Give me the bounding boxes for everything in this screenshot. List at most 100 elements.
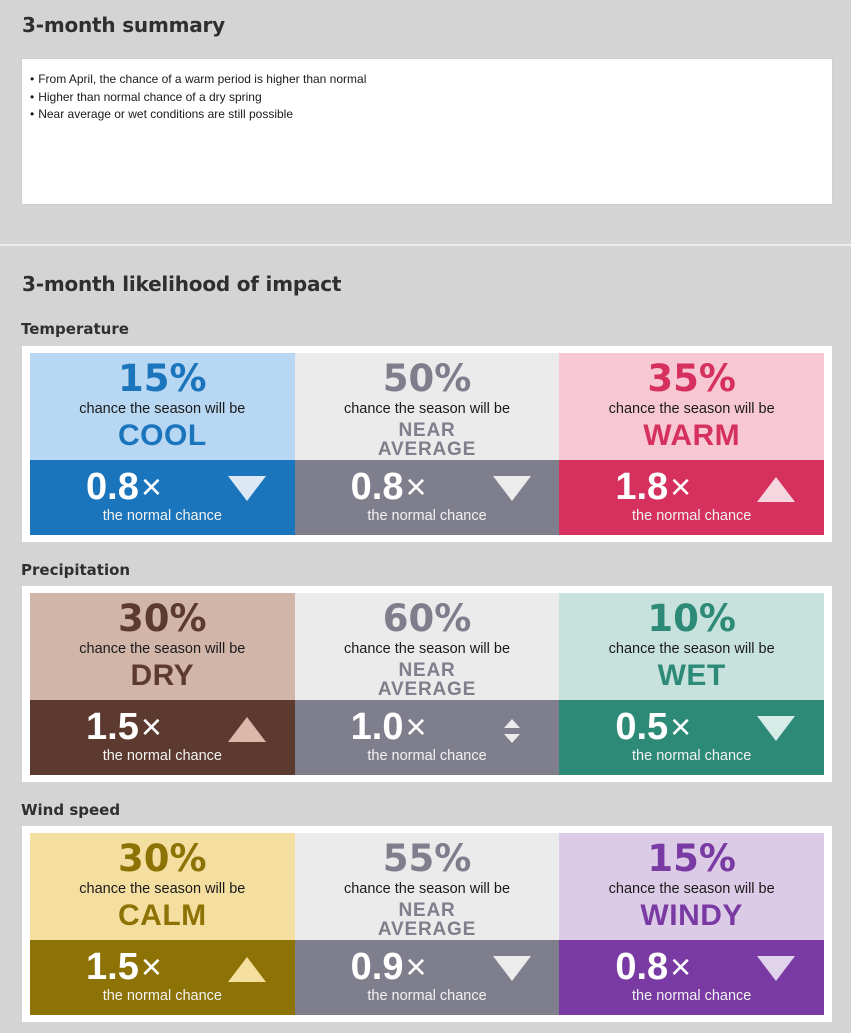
chance-text: chance the season will be: [608, 401, 775, 417]
outlook-cell-bottom: 1.5× the normal chance: [30, 940, 295, 1015]
outcome-word: CALM: [118, 899, 207, 932]
probability-percent: 30%: [118, 837, 207, 880]
multiplier-symbol: ×: [405, 946, 427, 987]
outcome-word: NEAR AVERAGE: [377, 660, 477, 700]
chance-text: chance the season will be: [608, 641, 775, 657]
category-label: Precipitation: [21, 561, 131, 579]
down-arrow-icon: [757, 716, 796, 741]
outlook-cell-bottom: 1.0× the normal chance: [294, 700, 560, 775]
outlook-cell: 55% chance the season will be NEAR AVERAG…: [294, 833, 560, 1015]
normal-chance-text: the normal chance: [367, 988, 487, 1004]
multiplier: 1.8×: [615, 465, 691, 509]
outlook-cell-bottom: 0.8× the normal chance: [559, 940, 825, 1015]
down-arrow-icon: [492, 956, 531, 981]
category-panel: 30% chance the season will be DRY 1.5× t…: [22, 586, 832, 782]
down-arrow-icon: [757, 956, 796, 981]
multiplier: 0.8×: [351, 465, 427, 509]
outlook-cell-bottom: 0.8× the normal chance: [294, 460, 560, 535]
probability-percent: 60%: [382, 597, 472, 640]
category-panel: 15% chance the season will be COOL 0.8× …: [22, 346, 832, 542]
outlook-cell-top: 50% chance the season will be NEAR AVERAG…: [294, 353, 560, 460]
multiplier-value: 1.8: [615, 466, 669, 508]
outcome-word: WINDY: [640, 899, 743, 932]
outlook-cell: 30% chance the season will be CALM 1.5× …: [30, 833, 295, 1015]
normal-chance-text: the normal chance: [632, 508, 752, 524]
probability-percent: 55%: [382, 837, 472, 880]
outlook-cell: 15% chance the season will be WINDY 0.8×…: [559, 833, 825, 1015]
outcome-word: COOL: [118, 419, 207, 452]
multiplier: 0.8×: [86, 465, 162, 509]
outcome-word: WARM: [643, 419, 741, 452]
outlook-cell-top: 30% chance the season will be CALM: [30, 833, 295, 940]
probability-percent: 30%: [118, 597, 207, 640]
multiplier-symbol: ×: [670, 466, 692, 507]
outlook-cell-top: 15% chance the season will be COOL: [30, 353, 295, 460]
chance-text: chance the season will be: [343, 401, 511, 417]
summary-box: From April, the chance of a warm period …: [21, 58, 833, 205]
outcome-word: WET: [657, 659, 726, 692]
normal-chance-text: the normal chance: [102, 508, 222, 524]
multiplier-symbol: ×: [670, 706, 692, 747]
outlook-cell: 10% chance the season will be WET 0.5× t…: [559, 593, 825, 775]
outcome-word: DRY: [130, 659, 195, 692]
outlook-cell: 50% chance the season will be NEAR AVERAG…: [294, 353, 560, 535]
outlook-cell-top: 55% chance the season will be NEAR AVERAG…: [294, 833, 560, 940]
multiplier-value: 0.5: [615, 706, 669, 748]
summary-title: 3-month summary: [22, 13, 226, 37]
summary-bullet: Higher than normal chance of a dry sprin…: [30, 89, 824, 107]
outlook-cell-top: 15% chance the season will be WINDY: [559, 833, 825, 940]
chance-text: chance the season will be: [79, 401, 246, 417]
normal-chance-text: the normal chance: [102, 748, 222, 764]
outlook-cell-bottom: 0.8× the normal chance: [30, 460, 295, 535]
outlook-cell: 30% chance the season will be DRY 1.5× t…: [30, 593, 295, 775]
down-arrow-icon: [492, 476, 531, 501]
down-arrow-icon: [228, 476, 266, 501]
multiplier-symbol: ×: [405, 706, 427, 747]
outlook-cell-bottom: 1.8× the normal chance: [559, 460, 825, 535]
outlook-cell-bottom: 0.5× the normal chance: [559, 700, 825, 775]
normal-chance-text: the normal chance: [367, 508, 487, 524]
multiplier-value: 1.5: [86, 706, 139, 748]
chance-text: chance the season will be: [343, 641, 511, 657]
multiplier: 1.5×: [86, 705, 162, 749]
probability-percent: 15%: [647, 837, 736, 880]
outlook-cell-top: 60% chance the season will be NEAR AVERAG…: [294, 593, 560, 700]
multiplier: 0.8×: [615, 945, 691, 989]
category-panel: 30% chance the season will be CALM 1.5× …: [22, 826, 832, 1022]
normal-chance-text: the normal chance: [632, 988, 752, 1004]
multiplier-symbol: ×: [670, 946, 692, 987]
probability-percent: 15%: [118, 357, 207, 400]
chance-text: chance the season will be: [608, 881, 775, 897]
outlook-cell-top: 35% chance the season will be WARM: [559, 353, 825, 460]
normal-chance-text: the normal chance: [367, 748, 487, 764]
multiplier: 1.5×: [86, 945, 162, 989]
multiplier-symbol: ×: [140, 706, 162, 747]
multiplier-value: 0.8: [350, 466, 404, 508]
summary-bullet: From April, the chance of a warm period …: [30, 71, 824, 89]
up-arrow-icon: [228, 717, 266, 742]
multiplier: 0.9×: [351, 945, 427, 989]
normal-chance-text: the normal chance: [102, 988, 222, 1004]
summary-bullet: Near average or wet conditions are still…: [30, 106, 824, 124]
probability-percent: 50%: [382, 357, 472, 400]
multiplier-value: 0.8: [615, 946, 669, 988]
chance-text: chance the season will be: [343, 881, 511, 897]
multiplier-value: 1.5: [86, 946, 139, 988]
chance-text: chance the season will be: [79, 881, 246, 897]
multiplier: 0.5×: [615, 705, 691, 749]
multiplier-symbol: ×: [405, 466, 427, 507]
chance-text: chance the season will be: [79, 641, 246, 657]
outlook-cell-top: 30% chance the season will be DRY: [30, 593, 295, 700]
normal-chance-text: the normal chance: [632, 748, 752, 764]
outlook-cell: 15% chance the season will be COOL 0.8× …: [30, 353, 295, 535]
impact-title: 3-month likelihood of impact: [22, 272, 342, 296]
probability-percent: 10%: [647, 597, 736, 640]
outlook-cell-bottom: 0.9× the normal chance: [294, 940, 560, 1015]
multiplier-value: 1.0: [350, 706, 404, 748]
probability-percent: 35%: [647, 357, 736, 400]
outlook-cell-bottom: 1.5× the normal chance: [30, 700, 295, 775]
outlook-cell-top: 10% chance the season will be WET: [559, 593, 825, 700]
multiplier: 1.0×: [351, 705, 427, 749]
multiplier-value: 0.8: [86, 466, 139, 508]
multiplier-symbol: ×: [140, 946, 162, 987]
